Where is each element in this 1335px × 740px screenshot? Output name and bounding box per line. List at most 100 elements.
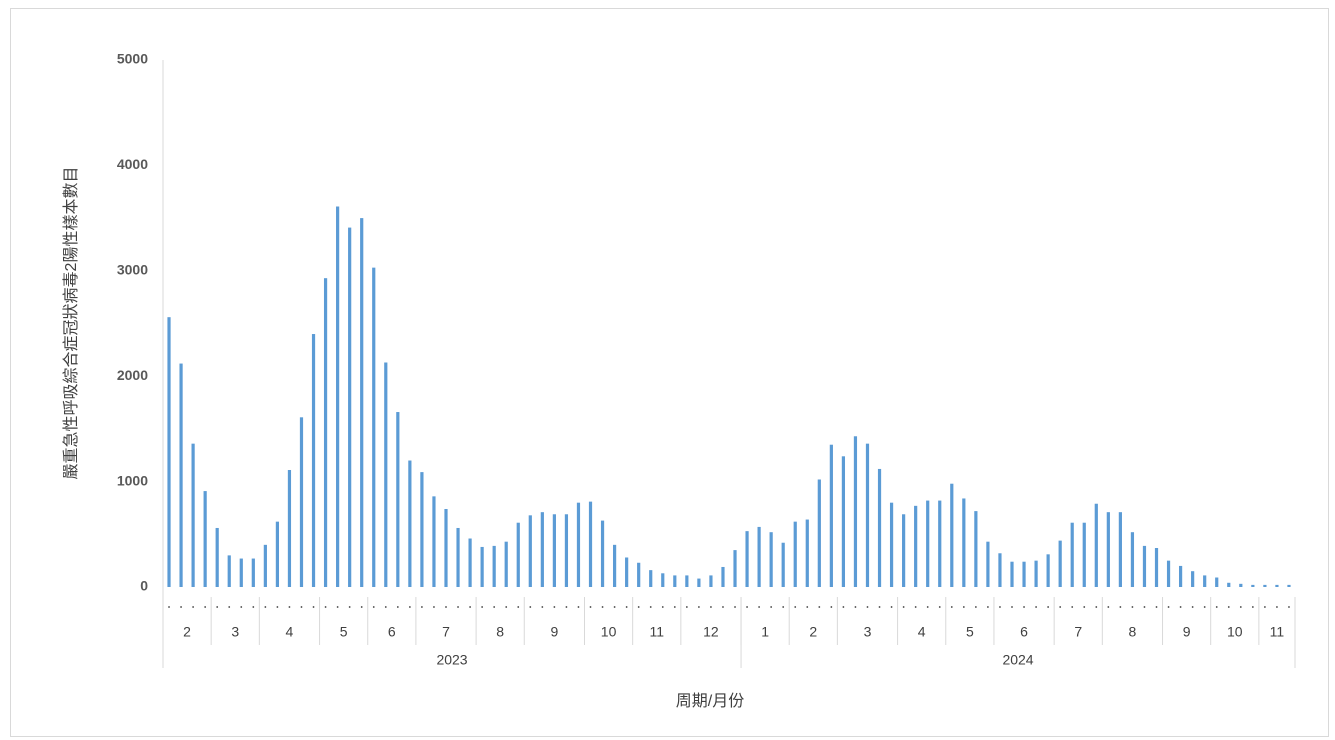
- week-dot: [276, 606, 279, 608]
- week-dot: [1059, 606, 1062, 608]
- bar: [745, 531, 749, 587]
- bar: [540, 512, 544, 587]
- bar: [1106, 512, 1110, 587]
- week-dot: [974, 606, 977, 608]
- bar: [167, 317, 171, 587]
- month-label: 6: [1020, 624, 1028, 640]
- week-dot: [553, 606, 556, 608]
- week-dot: [999, 606, 1001, 608]
- week-dot: [806, 606, 809, 608]
- week-dot: [408, 606, 411, 608]
- month-label: 3: [231, 624, 239, 640]
- week-dot: [1155, 606, 1158, 608]
- week-dot: [457, 606, 459, 608]
- week-dot: [1107, 606, 1110, 608]
- week-dot: [1288, 606, 1290, 608]
- bar: [697, 578, 701, 587]
- bar: [877, 468, 882, 587]
- week-dot: [589, 606, 592, 608]
- week-dot: [1035, 606, 1037, 608]
- bar: [1227, 582, 1231, 587]
- week-dot: [661, 606, 664, 608]
- month-label: 5: [340, 624, 348, 640]
- week-dot: [577, 606, 580, 608]
- week-dot: [1119, 606, 1122, 608]
- bar: [998, 553, 1002, 587]
- week-dot: [962, 606, 965, 608]
- week-dot: [1191, 606, 1194, 608]
- bar: [1034, 560, 1038, 587]
- week-dot: [252, 606, 255, 608]
- month-label: 5: [966, 624, 974, 640]
- bar: [1166, 560, 1171, 587]
- week-dot: [433, 606, 435, 608]
- week-dot: [481, 606, 484, 608]
- bar: [336, 206, 340, 588]
- week-dot: [854, 606, 857, 608]
- bar: [179, 363, 183, 587]
- week-dot: [1023, 606, 1025, 608]
- week-dot: [1095, 606, 1098, 608]
- month-label: 12: [703, 624, 719, 640]
- bar: [468, 538, 472, 587]
- week-dot: [1215, 606, 1218, 608]
- bar: [889, 502, 894, 587]
- bar: [1142, 545, 1147, 587]
- bar: [709, 575, 713, 587]
- bar: [263, 544, 267, 587]
- week-dot: [878, 606, 881, 608]
- bar: [649, 570, 653, 587]
- bar: [769, 532, 773, 587]
- bar: [1287, 584, 1291, 587]
- bar: [1118, 512, 1122, 587]
- bar: [1154, 548, 1159, 587]
- bar: [1130, 532, 1135, 587]
- week-dot: [1227, 606, 1230, 608]
- bar: [1070, 522, 1074, 587]
- bar: [239, 558, 243, 587]
- bar: [637, 562, 641, 587]
- week-dot: [987, 606, 989, 608]
- bar: [986, 541, 990, 587]
- bar: [673, 575, 677, 587]
- bar: [902, 514, 906, 587]
- y-tick-label: 5000: [117, 51, 148, 67]
- bar: [600, 520, 605, 587]
- week-dot: [168, 606, 170, 608]
- bar: [685, 575, 689, 587]
- week-dot: [1011, 606, 1013, 608]
- week-dot: [794, 606, 797, 608]
- bar: [432, 496, 436, 587]
- month-label: 11: [649, 624, 664, 640]
- week-dot: [204, 606, 207, 608]
- week-dot: [469, 606, 471, 608]
- bar: [480, 546, 484, 587]
- bar: [588, 501, 593, 587]
- week-dot: [649, 606, 652, 608]
- week-dot: [758, 606, 761, 608]
- bar: [817, 479, 821, 587]
- week-dot: [914, 606, 917, 608]
- week-dot: [300, 606, 303, 608]
- week-dot: [722, 606, 724, 608]
- bar: [938, 500, 942, 587]
- week-dot: [902, 606, 905, 608]
- bar: [420, 472, 424, 587]
- bar: [504, 541, 508, 587]
- week-dot: [818, 606, 821, 608]
- week-dot: [866, 606, 869, 608]
- bar: [1251, 584, 1255, 587]
- bar: [1058, 540, 1062, 587]
- week-dot: [541, 606, 544, 608]
- week-dot: [324, 606, 327, 608]
- bar: [275, 521, 280, 587]
- week-dot: [637, 606, 640, 608]
- month-label: 8: [1129, 624, 1137, 640]
- month-label: 4: [286, 624, 294, 640]
- month-label: 9: [550, 624, 558, 640]
- week-dot: [264, 606, 267, 608]
- week-dot: [288, 606, 291, 608]
- bar: [950, 483, 954, 587]
- bar: [408, 460, 412, 587]
